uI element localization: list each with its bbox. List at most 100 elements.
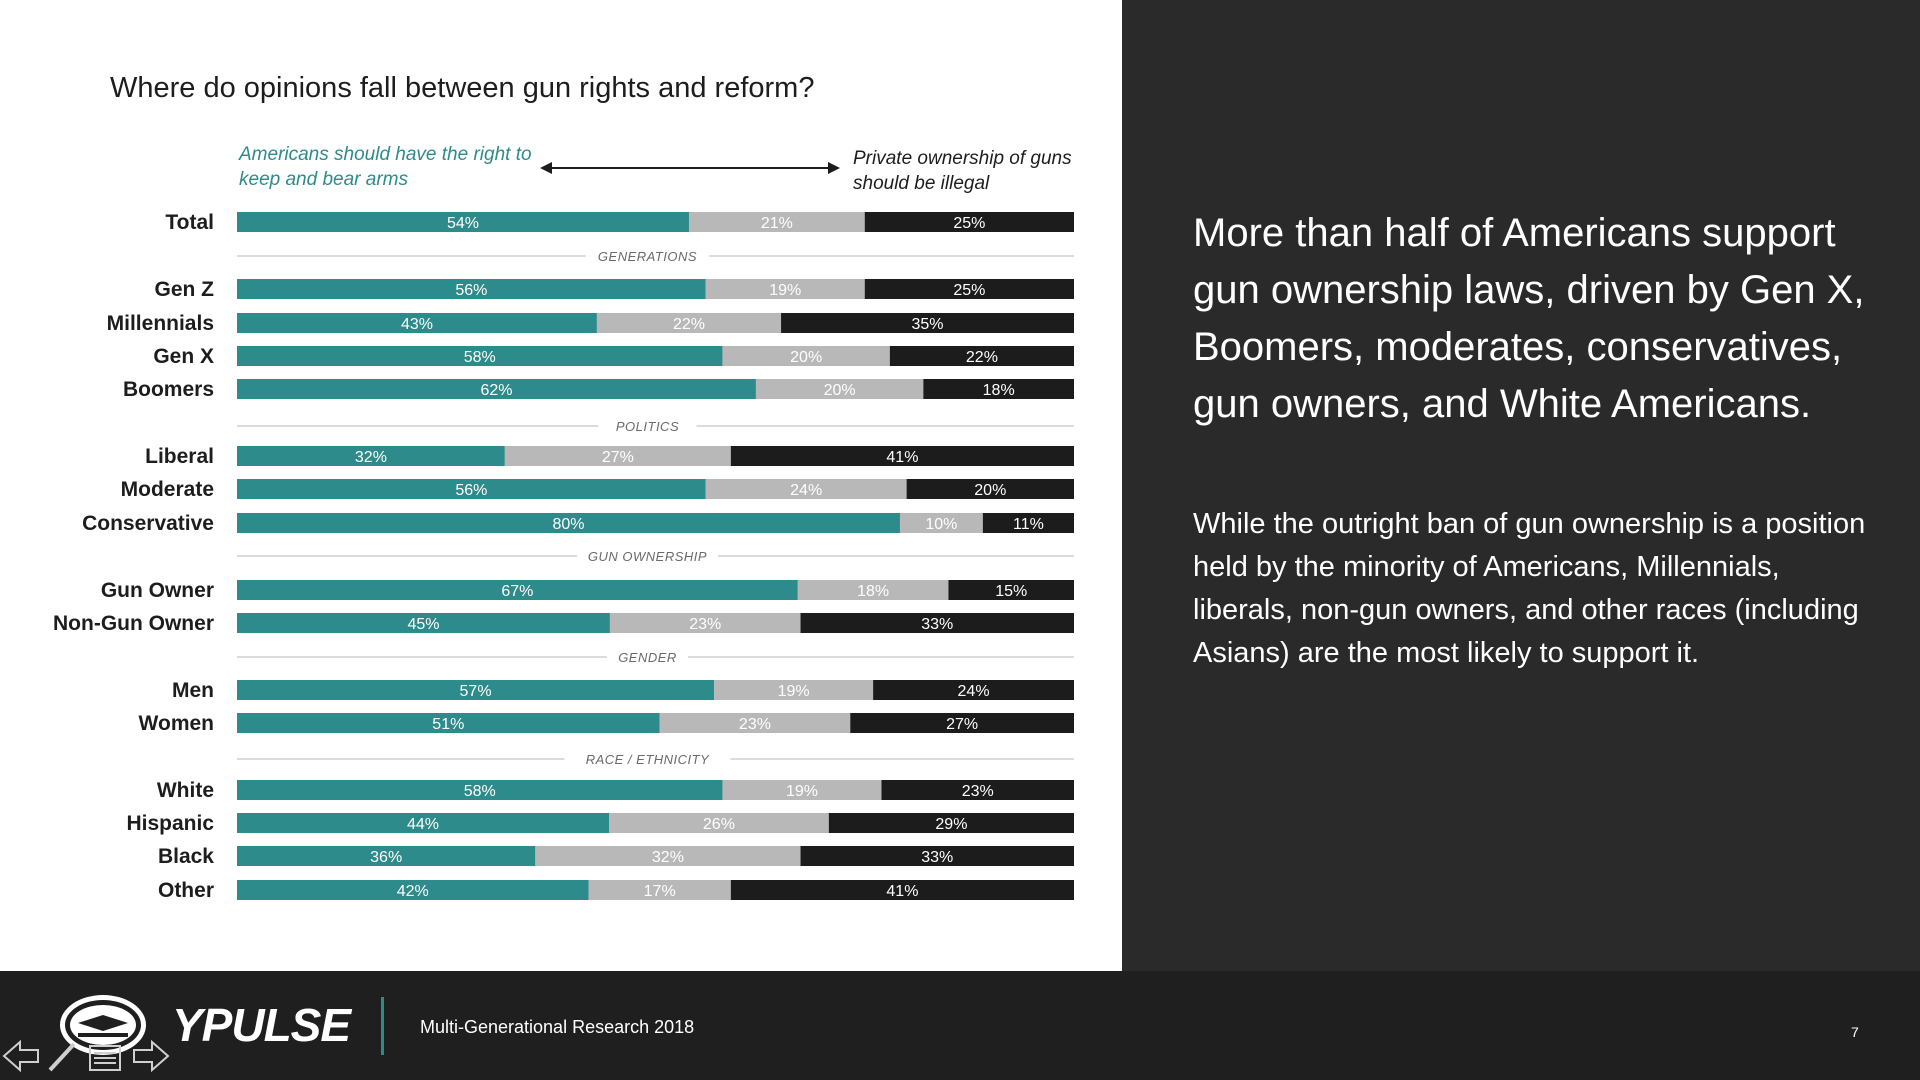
nssf-logo xyxy=(60,995,146,1055)
slide-title: Where do opinions fall between gun right… xyxy=(110,72,815,104)
bar-value-label: 41% xyxy=(886,883,918,900)
bar-value-label: 24% xyxy=(790,482,822,499)
bar-segment xyxy=(237,880,589,900)
bar-value-label: 20% xyxy=(790,349,822,366)
bar-value-label: 56% xyxy=(455,282,487,299)
row-label: White xyxy=(157,779,214,802)
report-name: Multi-Generational Research 2018 xyxy=(420,1017,695,1037)
bar-segment xyxy=(800,846,1074,866)
bar-value-label: 25% xyxy=(953,215,985,232)
bar-segment xyxy=(714,680,874,700)
bar-value-label: 19% xyxy=(786,783,818,800)
bar-value-label: 35% xyxy=(912,316,944,333)
bar-value-label: 33% xyxy=(921,616,953,633)
bar-value-label: 62% xyxy=(480,382,512,399)
bar-segment xyxy=(237,513,900,533)
bar-segment xyxy=(237,713,660,733)
bar-segment xyxy=(722,346,890,366)
bar-segment xyxy=(504,446,731,466)
row-label: Hispanic xyxy=(126,812,214,835)
bar-value-label: 18% xyxy=(983,382,1015,399)
bar-segment xyxy=(705,479,907,499)
bar-value-label: 32% xyxy=(652,849,684,866)
body-text: While the outright ban of gun ownership … xyxy=(1193,508,1866,669)
bar-value-label: 23% xyxy=(739,716,771,733)
bar-value-label: 23% xyxy=(689,616,721,633)
group-label: GUN OWNERSHIP xyxy=(588,549,707,564)
row-label: Millennials xyxy=(107,312,214,335)
row-label: Total xyxy=(165,211,214,234)
row-label: Conservative xyxy=(82,512,214,535)
bar-value-label: 44% xyxy=(407,816,439,833)
bar-segment xyxy=(730,880,1074,900)
bar-segment xyxy=(237,846,536,866)
row-label: Gen Z xyxy=(154,278,214,301)
bar-segment xyxy=(899,513,983,533)
bar-segment xyxy=(237,613,610,633)
bar-segment xyxy=(800,613,1074,633)
bar-segment xyxy=(923,379,1074,399)
bar-value-label: 23% xyxy=(962,783,994,800)
group-label: GENDER xyxy=(618,650,677,665)
bar-value-label: 10% xyxy=(925,516,957,533)
bar-segment xyxy=(889,346,1074,366)
pen-icon[interactable] xyxy=(48,1042,76,1072)
bar-segment xyxy=(237,379,756,399)
bar-value-label: 51% xyxy=(432,716,464,733)
bar-value-label: 22% xyxy=(966,349,998,366)
bar-segment xyxy=(596,313,782,333)
forward-arrow-icon[interactable] xyxy=(133,1039,170,1073)
bar-segment xyxy=(722,780,882,800)
bar-value-label: 19% xyxy=(778,683,810,700)
slide-nav-controls xyxy=(2,1039,170,1073)
bar-segment xyxy=(906,479,1074,499)
bar-segment xyxy=(237,279,706,299)
bar-segment xyxy=(237,813,609,833)
bar-value-label: 36% xyxy=(370,849,402,866)
bar-value-label: 19% xyxy=(769,282,801,299)
bar-segment xyxy=(237,446,505,466)
back-arrow-icon[interactable] xyxy=(2,1039,39,1073)
bar-segment xyxy=(705,279,865,299)
bar-segment xyxy=(237,313,597,333)
bar-segment xyxy=(609,613,801,633)
bar-value-label: 41% xyxy=(886,449,918,466)
menu-icon[interactable] xyxy=(89,1045,121,1071)
bar-segment xyxy=(881,780,1074,800)
bar-value-label: 54% xyxy=(447,215,479,232)
bar-segment xyxy=(659,713,851,733)
bar-value-label: 58% xyxy=(464,349,496,366)
bar-segment xyxy=(535,846,801,866)
bar-segment xyxy=(609,813,829,833)
bar-segment xyxy=(797,580,949,600)
bar-value-label: 15% xyxy=(995,583,1027,600)
row-label: Boomers xyxy=(123,378,214,401)
bar-value-label: 24% xyxy=(958,683,990,700)
bar-value-label: 17% xyxy=(644,883,676,900)
footer xyxy=(0,971,1920,1080)
group-label: GENERATIONS xyxy=(598,249,697,264)
double-arrow-icon xyxy=(540,162,840,174)
bar-segment xyxy=(588,880,731,900)
bar-value-label: 45% xyxy=(407,616,439,633)
bar-value-label: 43% xyxy=(401,316,433,333)
legend-right-label: Private ownership of guns should be ille… xyxy=(853,148,1072,194)
bar-segment xyxy=(237,780,723,800)
group-label: RACE / ETHNICITY xyxy=(586,752,710,767)
row-label: Men xyxy=(172,679,214,702)
bar-value-label: 57% xyxy=(460,683,492,700)
row-label: Other xyxy=(158,879,214,902)
bar-segment xyxy=(755,379,924,399)
bar-segment xyxy=(864,212,1074,232)
bar-value-label: 22% xyxy=(673,316,705,333)
bar-segment xyxy=(864,279,1074,299)
headline: More than half of Americans support gun … xyxy=(1193,211,1865,426)
bar-value-label: 58% xyxy=(464,783,496,800)
page-number: 7 xyxy=(1851,1024,1859,1040)
bar-segment xyxy=(982,513,1074,533)
bar-value-label: 20% xyxy=(974,482,1006,499)
bar-segment xyxy=(873,680,1074,700)
bar-value-label: 56% xyxy=(455,482,487,499)
row-label: Women xyxy=(139,712,214,735)
bar-value-label: 27% xyxy=(946,716,978,733)
